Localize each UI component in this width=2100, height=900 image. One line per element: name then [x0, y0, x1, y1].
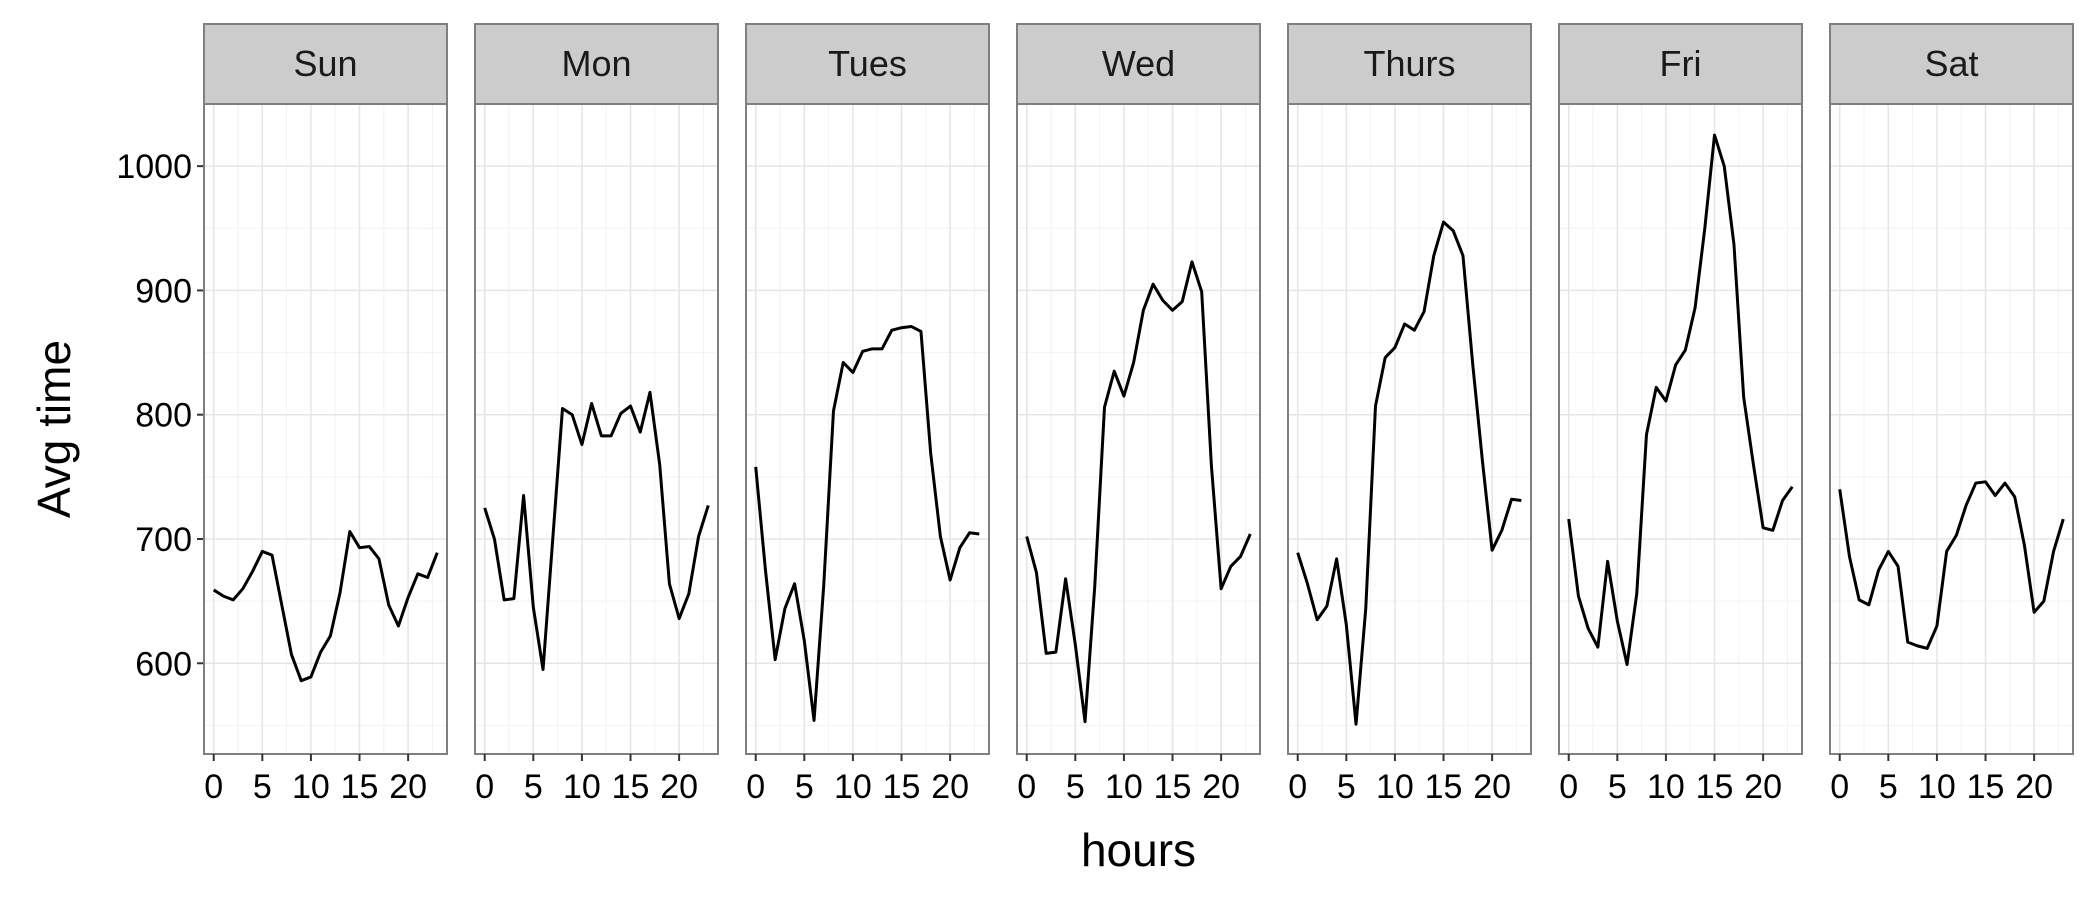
- x-tick-label: 15: [883, 768, 921, 806]
- y-tick-label: 700: [135, 521, 192, 559]
- x-tick-label: 20: [1473, 768, 1511, 806]
- x-tick-label: 10: [1376, 768, 1414, 806]
- facet-strip-label: Wed: [1102, 43, 1175, 84]
- x-tick-label: 5: [1066, 768, 1085, 806]
- series-line-fri: [1567, 133, 1794, 667]
- panel-border: [474, 103, 719, 755]
- plot-background: [1559, 104, 1802, 754]
- plot-background: [1288, 104, 1531, 754]
- plot-background: [1017, 104, 1260, 754]
- x-tick-label: 15: [341, 768, 379, 806]
- x-tick-label: 20: [931, 768, 969, 806]
- x-tick-label: 20: [2015, 768, 2053, 806]
- series-line-sat: [1838, 480, 2065, 650]
- panel-border: [1287, 103, 1532, 755]
- y-axis-labels: 600 700 800 900 1000: [116, 148, 204, 683]
- panel-border: [203, 103, 448, 755]
- facet-strip: [474, 23, 719, 105]
- panel-border: [1829, 103, 2074, 755]
- panel-border: [745, 103, 990, 755]
- facet-panel-sun: Sun 0 5 10 15 20: [203, 23, 448, 806]
- x-tick-label: 5: [1879, 768, 1898, 806]
- x-tick-label: 10: [1105, 768, 1143, 806]
- series-line-tues: [754, 324, 980, 722]
- x-tick-label: 0: [475, 768, 494, 806]
- x-tick-label: 10: [1918, 768, 1956, 806]
- x-tick-label: 5: [524, 768, 543, 806]
- y-axis-title: Avg time: [28, 340, 80, 518]
- x-tick-label: 10: [834, 768, 872, 806]
- x-tick-label: 15: [1154, 768, 1192, 806]
- x-tick-label: 10: [1647, 768, 1685, 806]
- x-tick-label: 5: [1608, 768, 1627, 806]
- facet-panel-thurs: Thurs 0 5 10 15 20: [1287, 23, 1532, 806]
- x-tick-label: 0: [746, 768, 765, 806]
- x-tick-label: 15: [1696, 768, 1734, 806]
- series-line-wed: [1025, 260, 1252, 724]
- facet-panel-tues: Tues 0 5 10 15 20: [745, 23, 990, 806]
- series-line-sun: [212, 530, 439, 683]
- facet-strip-label: Tues: [828, 43, 907, 84]
- facet-strip-label: Mon: [561, 43, 631, 84]
- x-tick-label: 5: [1337, 768, 1356, 806]
- y-tick-label: 600: [135, 645, 192, 683]
- x-tick-label: 15: [1425, 768, 1463, 806]
- plot-background: [475, 104, 718, 754]
- x-tick-label: 20: [660, 768, 698, 806]
- facet-panel-wed: Wed 0 5 10 15 20: [1016, 23, 1261, 806]
- panel-border: [1558, 103, 1803, 755]
- plot-background: [204, 104, 447, 754]
- plot-background: [1830, 104, 2073, 754]
- facet-strip-label: Sat: [1924, 43, 1978, 84]
- facet-panel-fri: Fri 0 5 10 15 20: [1558, 23, 1803, 806]
- facet-strip: [1558, 23, 1803, 105]
- y-tick-label: 800: [135, 397, 192, 435]
- series-line-mon: [483, 390, 710, 671]
- x-tick-label: 0: [204, 768, 223, 806]
- x-tick-label: 10: [292, 768, 330, 806]
- x-tick-label: 0: [1559, 768, 1578, 806]
- x-tick-label: 0: [1288, 768, 1307, 806]
- x-tick-label: 15: [612, 768, 650, 806]
- facet-strip: [1016, 23, 1261, 105]
- facet-strip: [203, 23, 448, 105]
- x-tick-label: 0: [1017, 768, 1036, 806]
- x-tick-label: 20: [389, 768, 427, 806]
- facet-panel-sat: Sat 0 5 10 15 20: [1829, 23, 2074, 806]
- facet-strip-label: Fri: [1660, 43, 1702, 84]
- x-tick-label: 0: [1830, 768, 1849, 806]
- x-tick-label: 5: [253, 768, 272, 806]
- x-tick-label: 5: [795, 768, 814, 806]
- x-tick-label: 15: [1967, 768, 2005, 806]
- y-tick-label: 900: [135, 272, 192, 310]
- facet-strip-label: Sun: [293, 43, 357, 84]
- x-tick-label: 20: [1744, 768, 1782, 806]
- facet-strip: [1287, 23, 1532, 105]
- plot-background: [746, 104, 989, 754]
- x-tick-label: 10: [563, 768, 601, 806]
- facet-strip-label: Thurs: [1363, 43, 1455, 84]
- series-line-thurs: [1296, 220, 1522, 726]
- y-tick-label: 1000: [116, 148, 192, 186]
- facet-panel-mon: Mon 0 5 10 15 20: [474, 23, 719, 806]
- panel-border: [1016, 103, 1261, 755]
- x-axis-title: hours: [1081, 824, 1196, 876]
- x-tick-label: 20: [1202, 768, 1240, 806]
